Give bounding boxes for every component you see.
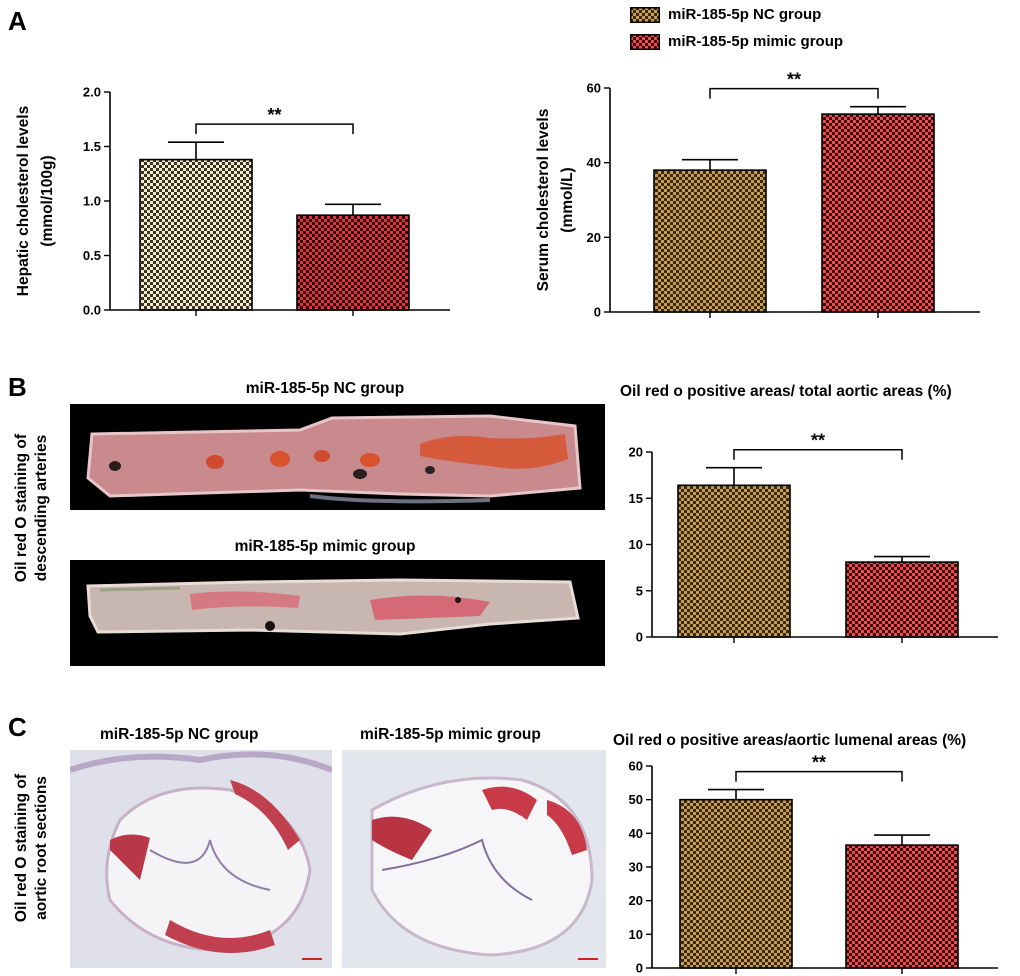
legend-swatch-mimic <box>630 33 660 50</box>
significance-bracket <box>735 770 903 782</box>
y-tick-label: 2.0 <box>83 85 101 100</box>
c-side-label: Oil red O staining of aortic root sectio… <box>12 728 52 968</box>
c-nc-caption: miR-185-5p NC group <box>100 726 259 743</box>
panel-letter-c: C <box>8 712 27 742</box>
y-tick-label: 0.0 <box>83 303 101 318</box>
bar-mimic <box>845 844 959 969</box>
c-mimic-micrograph <box>342 750 606 968</box>
y-tick-label: 20 <box>629 445 643 460</box>
legend-label-nc: miR-185-5p NC group <box>668 6 822 23</box>
y-tick-label: 10 <box>629 927 643 942</box>
b-nc-aorta-image <box>86 414 582 504</box>
significance-label: ** <box>267 105 281 125</box>
y-tick-label: 60 <box>587 81 601 96</box>
b-side-label-line2: descending arteries <box>33 434 50 582</box>
y-axis-label-line2: (mmol/L) <box>559 167 576 232</box>
y-tick-label: 0 <box>636 630 643 645</box>
y-axis-label-line1: Hepatic cholesterol levels <box>15 106 32 296</box>
bar-nc <box>679 798 793 969</box>
bar-nc <box>677 484 791 638</box>
c-nc-section-image <box>70 750 332 968</box>
c-nc-micrograph <box>70 750 332 968</box>
bar-mimic <box>821 113 935 313</box>
significance-label: ** <box>812 753 826 773</box>
aortic-area-chart: 0 5 10 15 20 ** <box>629 431 998 645</box>
b-nc-caption: miR-185-5p NC group <box>245 380 405 397</box>
serum-cholesterol-chart: 0 20 40 60 ** Serum cholesterol levels (mmol/L… <box>535 70 980 320</box>
bar-mimic <box>296 214 410 311</box>
significance-label: ** <box>787 70 801 90</box>
y-tick-label: 10 <box>629 537 643 552</box>
legend-item-nc: miR-185-5p NC group <box>630 6 843 23</box>
y-tick-label: 1.5 <box>83 139 101 154</box>
c-chart-title: Oil red o positive areas/aortic lumenal … <box>613 732 967 749</box>
panel-letter-a: A <box>8 6 27 36</box>
legend-swatch-nc <box>630 6 660 23</box>
significance-label: ** <box>811 431 825 451</box>
legend-item-mimic: miR-185-5p mimic group <box>630 33 843 50</box>
legend: miR-185-5p NC group miR-185-5p mimic gro… <box>630 6 843 50</box>
y-tick-label: 0.5 <box>83 248 101 263</box>
b-mimic-caption: miR-185-5p mimic group <box>234 538 416 555</box>
y-tick-label: 15 <box>629 491 643 506</box>
c-mimic-caption: miR-185-5p mimic group <box>360 726 541 743</box>
b-side-label: Oil red O staining of descending arterie… <box>12 388 52 628</box>
c-mimic-section-image <box>342 750 606 968</box>
b-mimic-aorta-photo <box>70 560 605 666</box>
c-side-label-line2: aortic root sections <box>33 776 50 920</box>
y-tick-label: 40 <box>629 826 643 841</box>
y-axis-label-line2: (mmol/100g) <box>39 155 56 246</box>
significance-bracket <box>195 123 354 135</box>
y-tick-label: 60 <box>629 759 643 774</box>
b-side-label-line1: Oil red O staining of <box>13 433 30 583</box>
significance-bracket <box>733 448 903 460</box>
panel-letter-b: B <box>8 372 27 402</box>
y-tick-label: 50 <box>629 792 643 807</box>
b-mimic-aorta-image <box>86 578 580 636</box>
y-tick-label: 30 <box>629 860 643 875</box>
bar-nc <box>653 169 767 313</box>
y-tick-label: 0 <box>594 305 601 320</box>
y-tick-label: 0 <box>636 961 643 975</box>
c-side-label-line1: Oil red O staining of <box>13 773 30 923</box>
y-tick-label: 40 <box>587 155 601 170</box>
y-tick-label: 20 <box>629 893 643 908</box>
b-nc-aorta-photo <box>70 404 605 510</box>
bar-nc <box>139 158 253 311</box>
b-chart-title: Oil red o positive areas/ total aortic a… <box>620 383 952 400</box>
hepatic-cholesterol-chart: 0.0 0.5 1.0 1.5 2.0 ** Hepatic cholesterol lev… <box>15 85 450 318</box>
bar-mimic <box>845 561 959 638</box>
legend-label-mimic: miR-185-5p mimic group <box>668 33 844 50</box>
y-tick-label: 5 <box>636 583 643 598</box>
lumenal-area-chart: 0 10 20 30 40 50 60 ** <box>629 753 998 975</box>
significance-bracket <box>709 87 879 99</box>
y-tick-label: 20 <box>587 230 601 245</box>
y-tick-label: 1.0 <box>83 194 101 209</box>
y-axis-label-line1: Serum cholesterol levels <box>535 109 552 292</box>
